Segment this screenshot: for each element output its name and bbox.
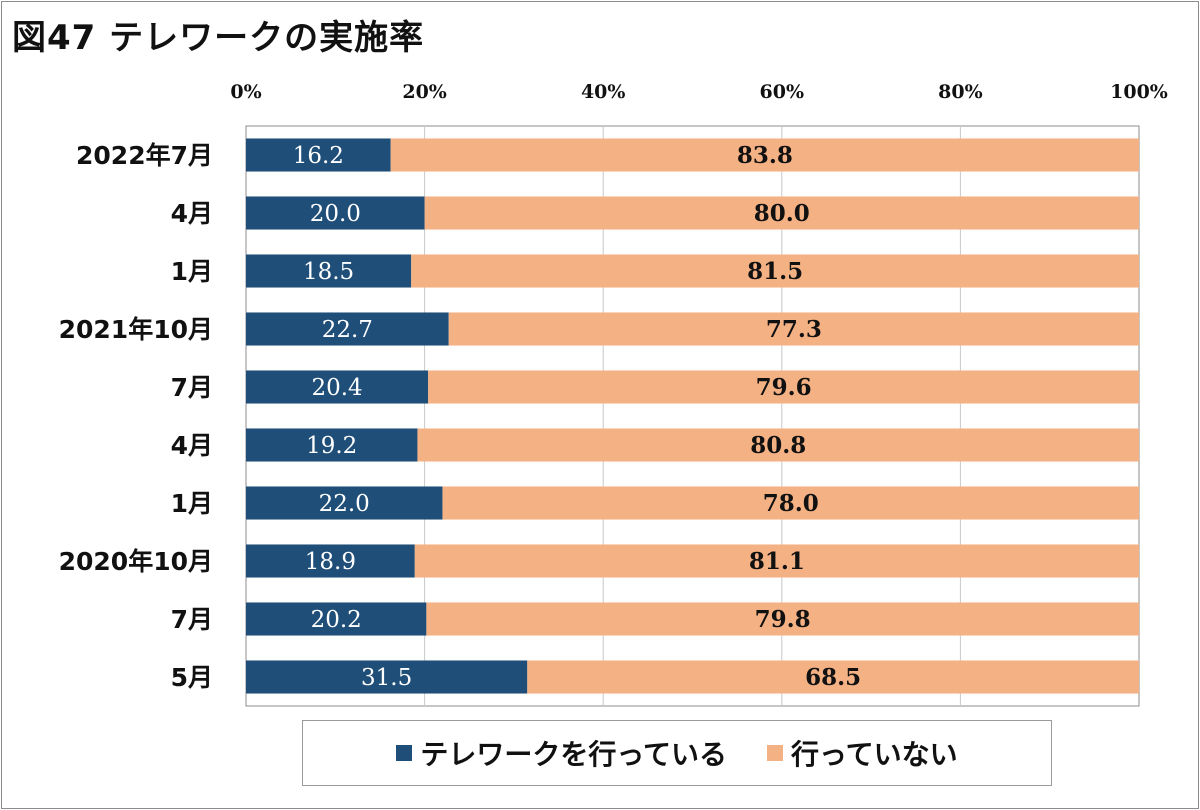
category-label: 4月 (171, 199, 213, 228)
value-label-telework: 18.9 (305, 549, 356, 575)
value-label-no-telework: 80.0 (754, 200, 810, 227)
value-labels: 16.2 83.8 20.0 80.0 18.5 81.5 22.7 77.3 20.4 79.6… (293, 142, 861, 691)
value-label-no-telework: 83.8 (737, 142, 793, 169)
category-label: 2022年7月 (76, 141, 213, 170)
value-label-telework: 20.2 (311, 607, 362, 633)
category-label: 7月 (171, 373, 213, 402)
bar-no-telework (527, 660, 1139, 694)
category-label: 7月 (171, 605, 213, 634)
bar-telework (246, 196, 425, 230)
bar-telework (246, 602, 427, 636)
legend: テレワークを行っている 行っていない (302, 720, 1052, 786)
legend-item-telework: テレワークを行っている (396, 733, 727, 773)
value-label-telework: 19.2 (306, 433, 357, 459)
category-label: 1月 (171, 257, 213, 286)
legend-swatch-no-telework (767, 745, 783, 761)
category-label: 2020年10月 (59, 547, 213, 576)
value-label-no-telework: 79.8 (755, 606, 811, 633)
bar-telework (246, 254, 412, 288)
x-tick-label: 80% (938, 81, 983, 103)
x-tick-label: 100% (1110, 81, 1168, 103)
chart-title: 図47 テレワークの実施率 (12, 18, 425, 58)
value-label-no-telework: 68.5 (805, 664, 861, 691)
value-label-no-telework: 80.8 (750, 432, 806, 459)
x-tick-label: 0% (230, 81, 261, 103)
bar-telework (246, 312, 449, 346)
bar-no-telework (390, 138, 1139, 172)
value-label-no-telework: 79.6 (756, 374, 812, 401)
bar-no-telework (424, 196, 1140, 230)
x-tick-label: 60% (760, 81, 805, 103)
value-label-no-telework: 81.1 (749, 548, 805, 575)
value-label-telework: 20.0 (310, 201, 361, 227)
bar-no-telework (448, 312, 1139, 346)
x-tick-label: 40% (581, 81, 626, 103)
value-label-telework: 16.2 (293, 143, 344, 169)
category-label: 1月 (171, 489, 213, 518)
legend-item-no-telework: 行っていない (767, 733, 958, 773)
legend-label-no-telework: 行っていない (791, 738, 958, 771)
bar-no-telework (428, 370, 1139, 404)
x-tick-label: 20% (402, 81, 447, 103)
bar-no-telework (411, 254, 1140, 288)
category-label: 2021年10月 (59, 315, 213, 344)
category-labels: 2022年7月 4月 1月 2021年10月 7月 4月 1月 2020年10月 7月 5月 (59, 141, 213, 692)
bar-no-telework (414, 544, 1140, 578)
value-label-no-telework: 77.3 (766, 316, 822, 343)
value-label-no-telework: 78.0 (763, 490, 819, 517)
bar-telework (246, 370, 429, 404)
bar-no-telework (442, 486, 1140, 520)
bars (246, 138, 1140, 694)
bar-telework (246, 544, 415, 578)
bar-telework (246, 486, 443, 520)
bar-telework (246, 428, 418, 462)
category-label: 4月 (171, 431, 213, 460)
x-axis-ticks: 0% 20% 40% 60% 80% 100% (230, 81, 1168, 103)
value-label-telework: 18.5 (303, 259, 354, 285)
value-label-telework: 22.7 (322, 317, 373, 343)
bar-no-telework (426, 602, 1139, 636)
category-label: 5月 (171, 663, 213, 692)
bar-telework (246, 138, 391, 172)
value-label-telework: 20.4 (311, 375, 362, 401)
value-label-telework: 22.0 (319, 491, 370, 517)
value-label-no-telework: 81.5 (747, 258, 803, 285)
legend-label-telework: テレワークを行っている (420, 738, 727, 771)
bar-no-telework (417, 428, 1139, 462)
bar-telework (246, 660, 528, 694)
legend-swatch-telework (396, 745, 413, 761)
value-label-telework: 31.5 (361, 665, 412, 691)
